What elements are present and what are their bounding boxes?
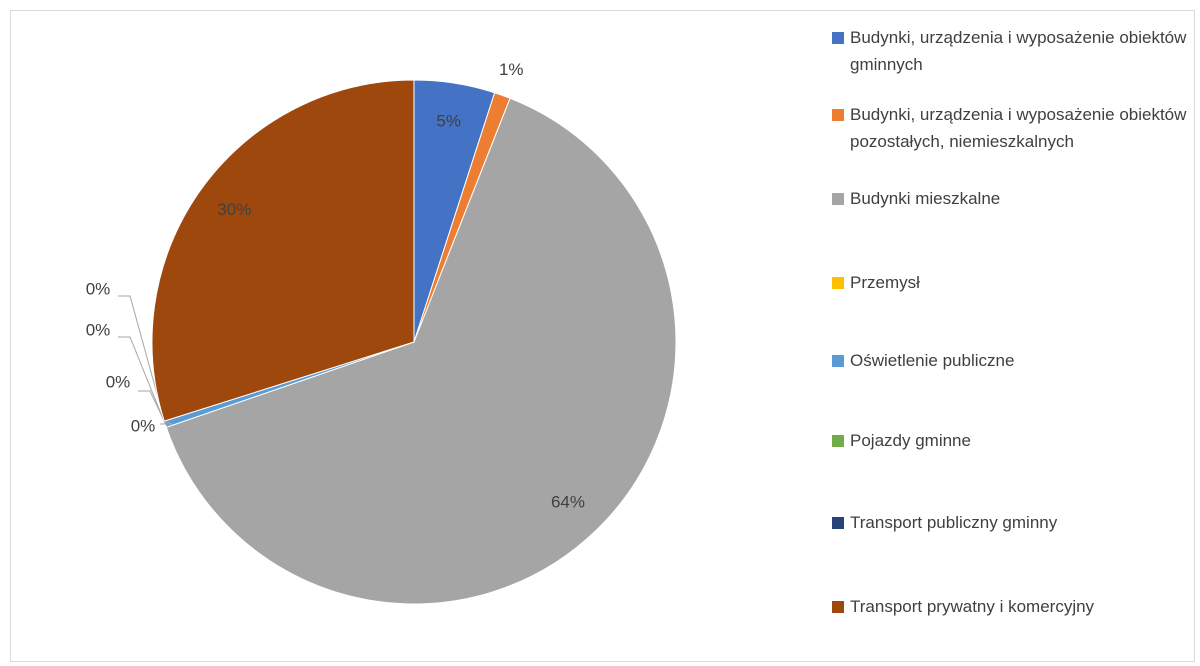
legend-swatch xyxy=(832,32,844,44)
legend-swatch xyxy=(832,109,844,121)
legend-swatch xyxy=(832,355,844,367)
leader-line xyxy=(118,295,167,428)
data-label: 0% xyxy=(86,320,111,339)
pie-slice xyxy=(165,97,677,605)
legend-swatch xyxy=(832,277,844,289)
legend-swatch xyxy=(832,601,844,613)
legend-label: Budynki mieszkalne xyxy=(850,189,1001,208)
data-label: 0% xyxy=(106,372,131,391)
data-label: 0% xyxy=(86,279,111,298)
data-label: 5% xyxy=(436,112,461,131)
legend-item: Transport publiczny gminny xyxy=(832,509,1200,536)
legend-item: Budynki mieszkalne xyxy=(832,185,1200,212)
legend-label: Transport prywatny i komercyjny xyxy=(850,597,1095,616)
data-label: 64% xyxy=(551,492,585,511)
legend-item: Oświetlenie publiczne xyxy=(832,347,1200,374)
legend-label: Budynki, urządzenia i wyposażenie obiekt… xyxy=(850,28,1187,74)
pie-slice xyxy=(151,79,415,422)
legend-label: Pojazdy gminne xyxy=(850,431,971,450)
legend-item: Pojazdy gminne xyxy=(832,427,1200,454)
legend-label: Budynki, urządzenia i wyposażenie obiekt… xyxy=(850,105,1187,151)
legend-swatch xyxy=(832,193,844,205)
legend-label: Oświetlenie publiczne xyxy=(850,351,1015,370)
data-label: 30% xyxy=(217,200,251,219)
leader-line xyxy=(138,390,165,422)
chart-border xyxy=(10,10,1195,662)
legend-swatch xyxy=(832,517,844,529)
legend-item: Budynki, urządzenia i wyposażenie obiekt… xyxy=(832,101,1200,155)
leader-line xyxy=(118,336,166,425)
legend-label: Transport publiczny gminny xyxy=(850,513,1058,532)
legend-item: Budynki, urządzenia i wyposażenie obiekt… xyxy=(832,24,1200,78)
data-label: 1% xyxy=(499,60,524,79)
legend-label: Przemysł xyxy=(850,273,920,292)
data-label: 0% xyxy=(131,416,156,435)
legend-item: Przemysł xyxy=(832,269,1200,296)
legend-item: Transport prywatny i komercyjny xyxy=(832,593,1200,620)
leader-line xyxy=(160,420,173,425)
legend-swatch xyxy=(832,435,844,447)
